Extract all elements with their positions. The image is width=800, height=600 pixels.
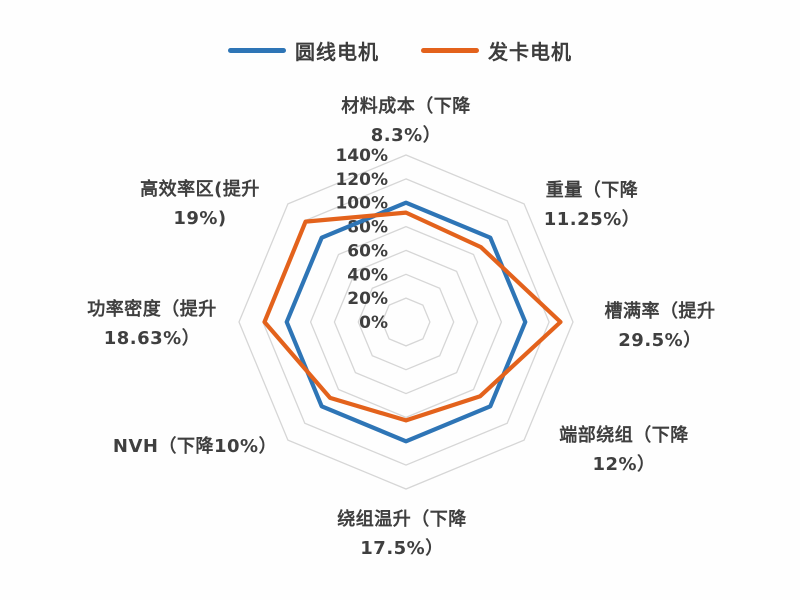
axis-label-6: 功率密度（提升 18.63%） <box>87 295 217 353</box>
axis-label-line: 材料成本（下降 <box>341 96 471 117</box>
legend-label: 圆线电机 <box>295 40 379 64</box>
legend-item-hairpin-motor: 发卡电机 <box>421 36 572 65</box>
axis-label-line: NVH（下降10%） <box>112 436 278 457</box>
axis-label-3: 端部绕组（下降 12%） <box>559 421 689 479</box>
grid-ring-40 <box>357 273 455 371</box>
radial-tick-label-140%: 140% <box>335 146 388 166</box>
axis-label-line: 17.5%） <box>360 538 444 559</box>
legend-line-swatch-blue <box>228 48 286 53</box>
radial-tick-label-40%: 40% <box>347 265 388 285</box>
radial-tick-label-20%: 20% <box>347 289 388 309</box>
radial-tick-label-120%: 120% <box>335 170 388 190</box>
axis-label-line: 29.5%） <box>618 330 702 351</box>
axis-label-line: 8.3%） <box>370 125 442 146</box>
axis-label-line: 高效率区(提升 <box>140 179 260 200</box>
axis-label-1: 重量（下降 11.25%） <box>544 176 640 234</box>
legend-item-round-wire-motor: 圆线电机 <box>228 36 379 65</box>
axis-label-line: 19%) <box>173 208 227 229</box>
axis-label-2: 槽满率（提升 29.5%） <box>605 297 716 355</box>
chart-legend: 圆线电机 发卡电机 <box>0 36 800 65</box>
radial-tick-label-0%: 0% <box>359 313 388 333</box>
legend-label: 发卡电机 <box>488 40 572 64</box>
grid-ring-140 <box>238 154 574 490</box>
grid-ring-80 <box>309 225 503 419</box>
axis-label-5: NVH（下降10%） <box>113 432 277 461</box>
axis-label-line: 绕组温升（下降 <box>337 509 467 530</box>
axis-label-line: 11.25%） <box>543 209 641 230</box>
axis-label-line: 槽满率（提升 <box>604 301 716 322</box>
axis-label-line: 端部绕组（下降 <box>559 425 689 446</box>
axis-label-line: 12%） <box>592 454 656 475</box>
grid-ring-60 <box>333 249 479 395</box>
radial-tick-label-60%: 60% <box>347 241 388 261</box>
radial-tick-label-100%: 100% <box>335 194 388 214</box>
axis-label-0: 材料成本（下降 8.3%） <box>341 92 471 150</box>
series-polygon-圆线电机 <box>284 200 528 444</box>
axis-label-line: 功率密度（提升 <box>87 299 217 320</box>
axis-label-line: 重量（下降 <box>545 180 639 201</box>
axis-label-4: 绕组温升（下降 17.5%） <box>337 505 467 563</box>
axis-label-line: 18.63%） <box>103 328 201 349</box>
legend-line-swatch-orange <box>421 48 479 53</box>
series-polygon-发卡电机 <box>262 210 563 423</box>
axis-label-7: 高效率区(提升 19%) <box>140 175 260 233</box>
grid-ring-20 <box>381 297 431 347</box>
